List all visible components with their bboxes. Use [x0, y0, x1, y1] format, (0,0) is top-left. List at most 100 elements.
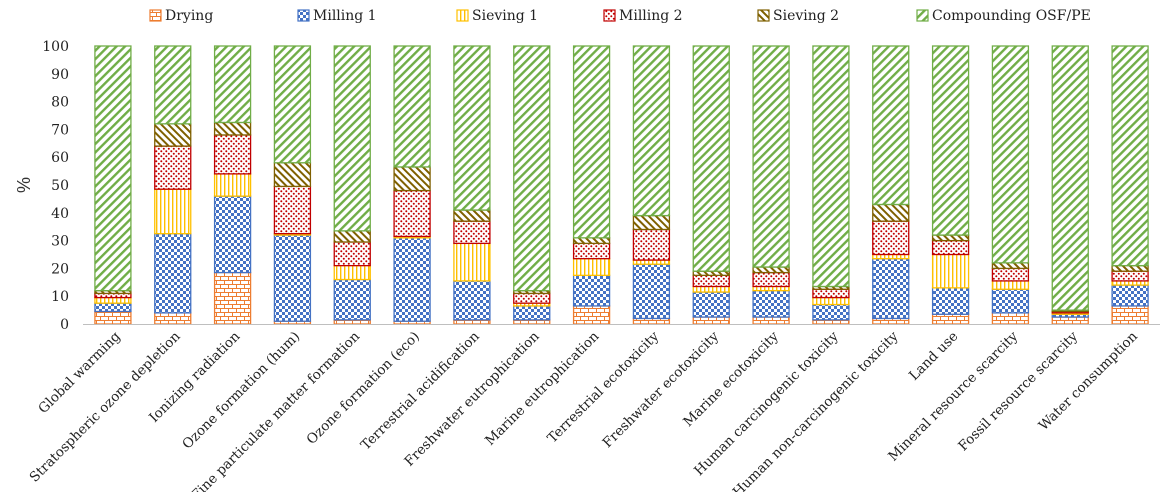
- bar-segment-sieving-1: [812, 296, 850, 306]
- bar-segment-drying: [931, 313, 970, 325]
- bar-segment-milling-1: [94, 302, 132, 313]
- legend-label-milling-2: Milling 2: [619, 8, 683, 24]
- bar-segment-compounding-osf-pe: [692, 45, 730, 272]
- bar-segment-milling-2: [812, 288, 850, 299]
- bar-segment-compounding-osf-pe: [991, 45, 1030, 264]
- y-tick-label: 80: [51, 95, 69, 111]
- y-tick-label: 40: [51, 206, 69, 222]
- bar-segment-milling-2: [632, 228, 671, 261]
- bar-segment-milling-1: [931, 287, 970, 315]
- bar-segment-milling-1: [393, 237, 431, 322]
- bar-segment-milling-1: [1111, 284, 1149, 307]
- bar-segment-milling-1: [213, 195, 252, 274]
- y-tick-label: 0: [60, 317, 69, 333]
- bar-segment-compounding-osf-pe: [632, 45, 671, 217]
- legend-swatch-milling-2: [603, 9, 616, 22]
- y-tick-label: 90: [51, 67, 69, 83]
- y-axis: 0 10 20 30 40 50 60 70 80 90 100: [42, 39, 69, 333]
- bar-segment-milling-1: [154, 232, 192, 314]
- bar-segment-milling-2: [273, 185, 312, 235]
- x-tick-label: Fossil resource scarcity: [955, 328, 1081, 454]
- bar-segment-sieving-2: [1111, 264, 1149, 272]
- bar-segment-milling-1: [692, 291, 730, 318]
- bar-segment-compounding-osf-pe: [393, 45, 431, 168]
- bar-segment-milling-1: [991, 288, 1030, 314]
- bar-segment-sieving-2: [632, 214, 671, 231]
- bar-segment-milling-2: [572, 242, 611, 260]
- bar-segment-sieving-2: [393, 166, 431, 192]
- bar-segment-compounding-osf-pe: [333, 45, 371, 232]
- bar-segment-drying: [572, 305, 611, 325]
- bar-segment-drying: [94, 310, 132, 325]
- bar-segment-drying: [991, 312, 1030, 325]
- bar-segment-milling-2: [931, 239, 970, 256]
- y-tick-label: 100: [42, 39, 69, 55]
- bar-segment-milling-2: [991, 267, 1030, 282]
- x-tick-label: Terrestrial ecotoxicity: [544, 328, 662, 446]
- bar-segment-sieving-1: [453, 242, 491, 282]
- bar-segment-drying: [213, 271, 252, 325]
- bar-segment-compounding-osf-pe: [213, 45, 252, 124]
- legend-swatch-sieving-1: [456, 9, 469, 22]
- legend-swatch-milling-1: [297, 9, 310, 22]
- y-tick-label: 50: [51, 178, 69, 194]
- legend-label-sieving-1: Sieving 1: [472, 8, 538, 24]
- bar-segment-sieving-2: [752, 266, 790, 274]
- legend-swatch-drying: [149, 9, 162, 22]
- x-tick-label: Freshwater ecotoxicity: [600, 328, 723, 451]
- bar-segment-sieving-2: [273, 162, 312, 188]
- bar-segment-sieving-2: [333, 230, 371, 243]
- bar-segment-compounding-osf-pe: [273, 45, 312, 164]
- legend-label-compounding-osf-pe: Compounding OSF/PE: [932, 8, 1091, 24]
- bar-segment-sieving-2: [872, 203, 910, 222]
- bar-segment-milling-2: [333, 241, 371, 267]
- bar-segment-drying: [1111, 305, 1149, 325]
- bar-segment-milling-2: [752, 271, 790, 288]
- legend-label-milling-1: Milling 1: [313, 8, 377, 24]
- bar-segment-compounding-osf-pe: [513, 45, 551, 292]
- bar-segment-milling-2: [513, 292, 551, 304]
- x-tick-label: Terrestrial acidification: [358, 328, 483, 453]
- bar-segment-milling-1: [752, 289, 790, 318]
- bar-segment-compounding-osf-pe: [453, 45, 491, 211]
- bar-segment-sieving-2: [572, 237, 611, 245]
- y-tick-label: 10: [51, 289, 69, 305]
- legend-label-drying: Drying: [165, 8, 213, 24]
- bar-segment-sieving-2: [154, 123, 192, 147]
- bar-segment-sieving-1: [213, 173, 252, 197]
- bar-segment-milling-1: [812, 303, 850, 321]
- y-tick-label: 60: [51, 150, 69, 166]
- bar-segment-compounding-osf-pe: [154, 45, 192, 125]
- legend: Drying Milling 1 Sieving 1 Milling 2 Sieving…: [149, 8, 1091, 24]
- bar-segment-compounding-osf-pe: [812, 45, 850, 288]
- bar-segment-milling-1: [333, 278, 371, 321]
- y-axis-label: %: [14, 177, 34, 193]
- legend-swatch-sieving-2: [757, 9, 770, 22]
- bar-segment-milling-1: [632, 263, 671, 320]
- bar-segment-drying: [872, 317, 910, 325]
- bar-segment-compounding-osf-pe: [752, 45, 790, 268]
- y-tick-label: 30: [51, 234, 69, 250]
- bar-segment-compounding-osf-pe: [931, 45, 970, 236]
- bar-segment-sieving-1: [94, 296, 132, 304]
- bar-segment-drying: [692, 316, 730, 325]
- bar-segment-sieving-1: [333, 264, 371, 281]
- bar-segment-milling-1: [273, 234, 312, 322]
- bar-segment-milling-2: [872, 220, 910, 256]
- bar-segment-sieving-2: [213, 121, 252, 136]
- x-tick-label: Water consumption: [1036, 328, 1142, 434]
- x-tick-label: Ozone formation (eco): [304, 329, 423, 448]
- bar-segment-sieving-1: [154, 188, 192, 235]
- bar-segment-milling-1: [872, 258, 910, 320]
- bar-segment-milling-2: [692, 274, 730, 288]
- bar-segment-sieving-2: [931, 234, 970, 242]
- bar-segment-sieving-2: [453, 209, 491, 222]
- bar-segment-milling-2: [453, 220, 491, 245]
- bar-segment-drying: [752, 316, 790, 325]
- bar-segment-sieving-2: [991, 262, 1030, 270]
- bar-segment-drying: [154, 312, 192, 325]
- bar-segment-milling-2: [1111, 270, 1149, 282]
- bar-segment-sieving-1: [991, 280, 1030, 290]
- bar-segment-compounding-osf-pe: [872, 45, 910, 206]
